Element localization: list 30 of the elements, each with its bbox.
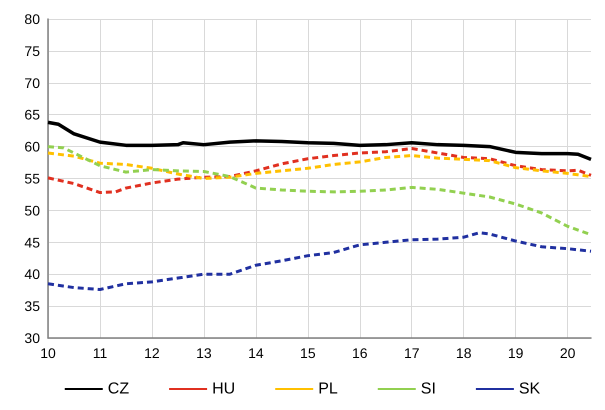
y-tick-label: 65	[24, 106, 40, 123]
line-series	[46, 147, 592, 194]
y-tick-label: 35	[24, 298, 40, 314]
y-tick-label: 70	[24, 74, 40, 91]
y-tick-label: 30	[24, 330, 40, 346]
legend-label: PL	[318, 380, 338, 398]
y-tick-label: 80	[24, 11, 40, 27]
x-tick-label: 10	[40, 345, 56, 361]
legend-label: SI	[420, 380, 436, 398]
y-tick-label: 45	[24, 234, 40, 250]
x-tick-label: 19	[508, 345, 524, 361]
y-tick-label: 50	[24, 202, 40, 218]
x-tick-label: 16	[352, 345, 368, 361]
x-tick-label: 13	[196, 345, 212, 361]
x-tick-label: 12	[144, 345, 160, 361]
legend-label: SK	[518, 380, 541, 398]
legend-label: CZ	[108, 380, 130, 398]
y-tick-label: 75	[24, 42, 40, 59]
x-tick-label: 11	[92, 345, 108, 361]
y-tick-label: 60	[24, 138, 40, 155]
legend-label: HU	[212, 380, 236, 398]
line-series	[46, 231, 592, 292]
line-series	[46, 120, 593, 162]
x-tick-label: 18	[456, 345, 472, 361]
x-tick-label: 17	[404, 345, 420, 361]
x-tick-label: 14	[248, 345, 264, 361]
x-tick-label: 15	[300, 345, 316, 361]
y-tick-label: 40	[24, 266, 40, 282]
x-tick-label: 20	[560, 345, 576, 361]
y-tick-label: 55	[24, 170, 40, 186]
